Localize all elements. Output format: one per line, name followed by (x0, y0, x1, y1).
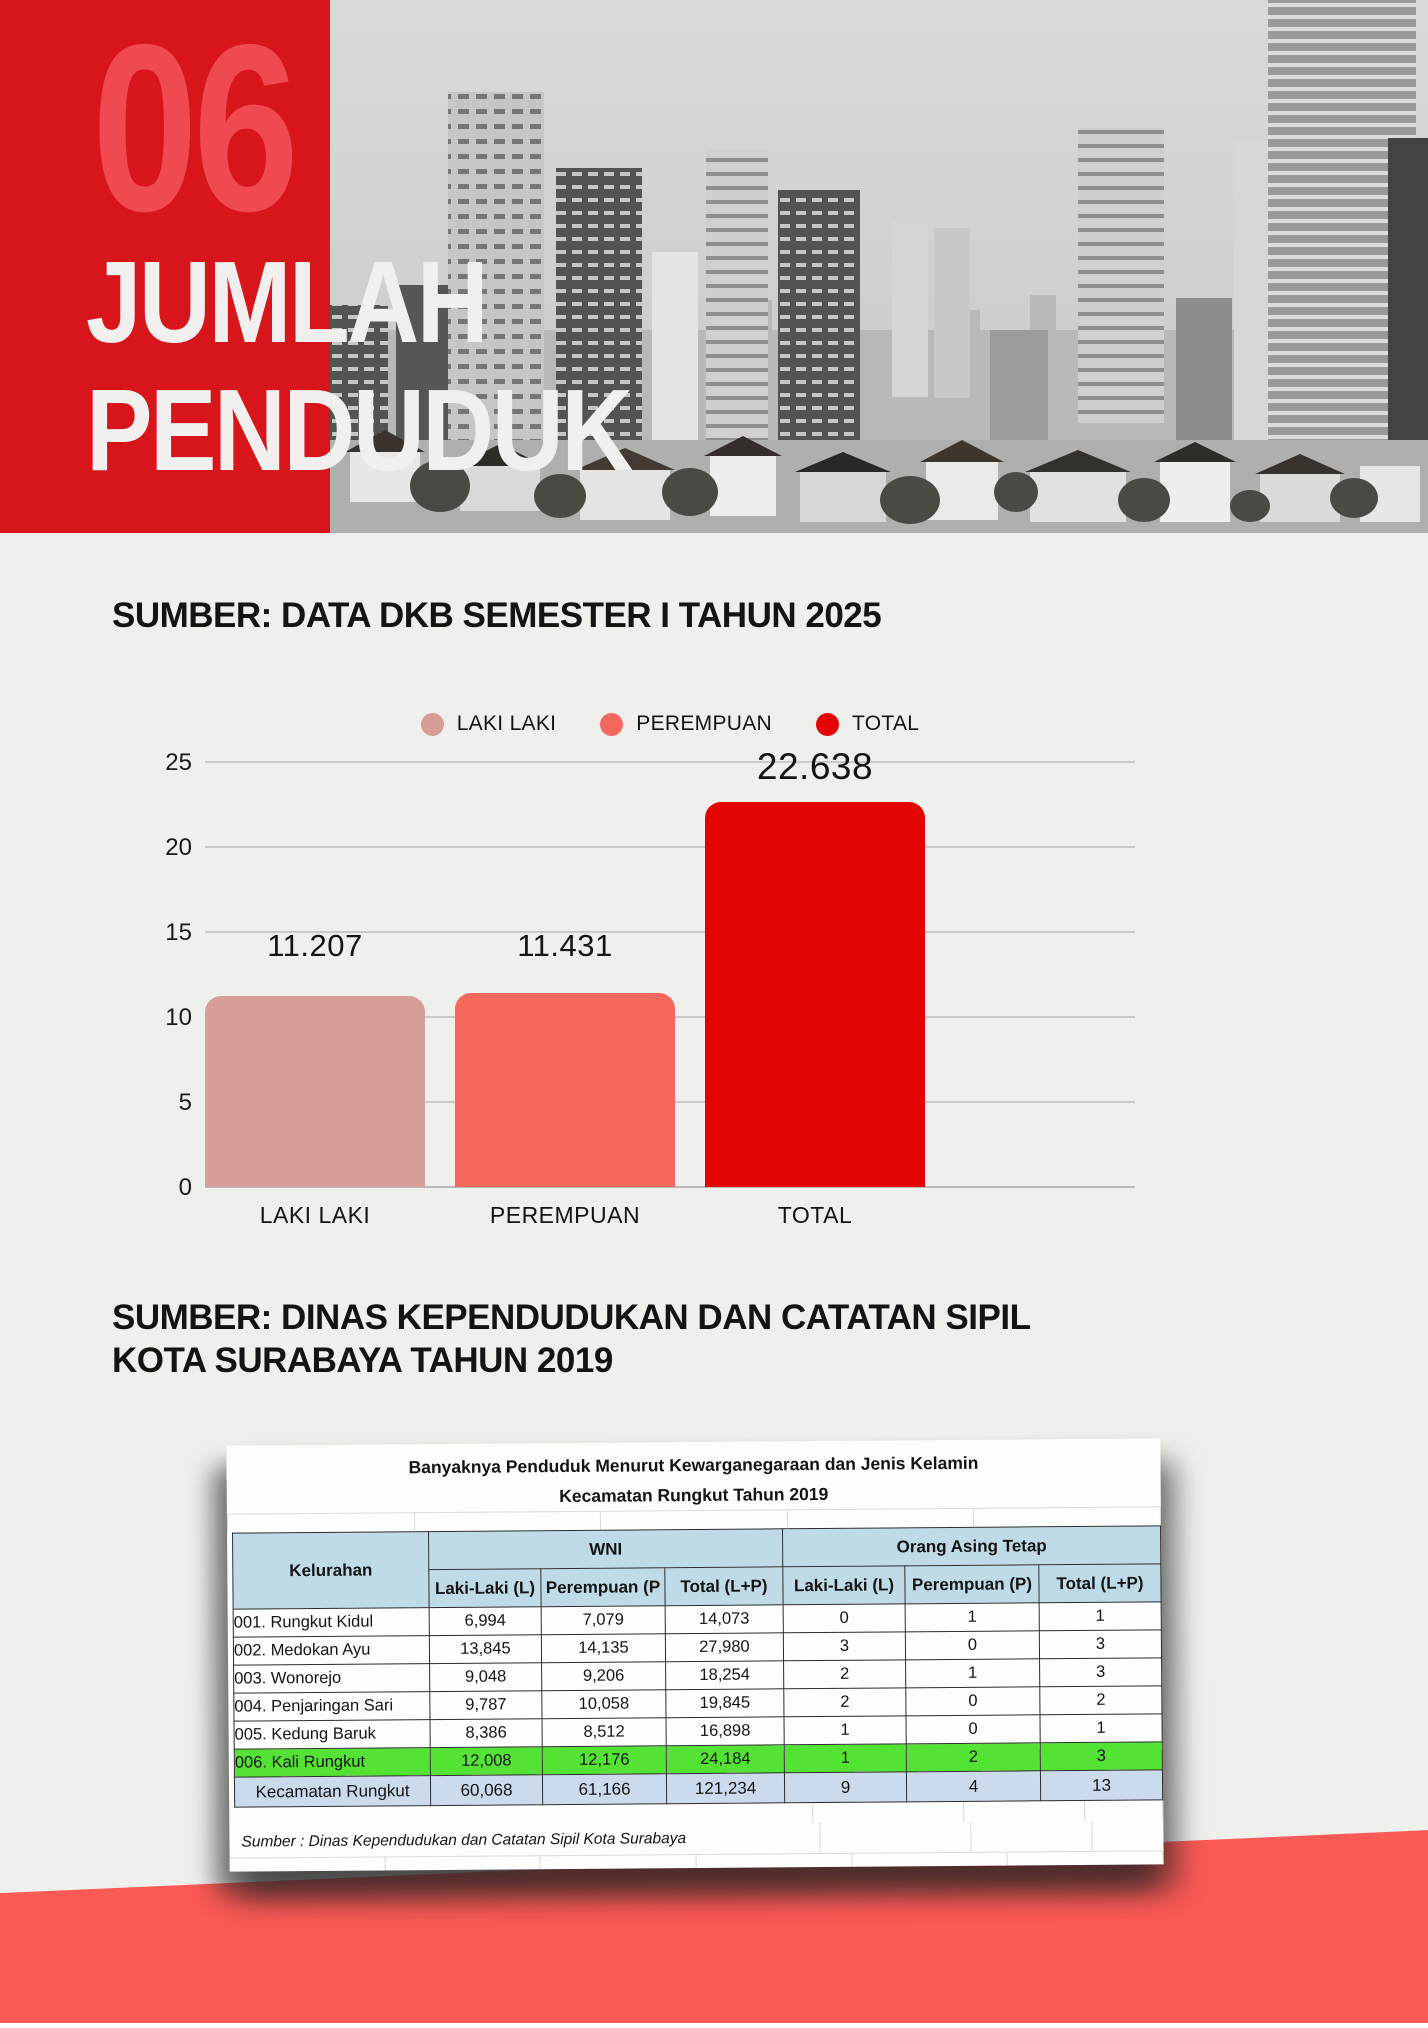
page-title-line2: PENDUDUK (86, 365, 633, 495)
legend-label-laki: LAKI LAKI (456, 712, 557, 735)
population-table-card: Banyaknya Penduduk Menurut Kewarganegara… (226, 1438, 1164, 1872)
col-group-wni: WNI (428, 1528, 783, 1570)
table-source-heading-line2: KOTA SURABAYA TAHUN 2019 (112, 1341, 613, 1380)
col-header-asing-laki: Laki-Laki (L) (782, 1565, 906, 1605)
legend-dot-perempuan-icon (600, 712, 624, 736)
y-tick-15: 15 (165, 919, 192, 946)
bar-laki-laki (205, 996, 425, 1187)
y-tick-10: 10 (165, 1004, 192, 1031)
chart-legend: LAKI LAKI PEREMPUAN TOTAL (205, 712, 1135, 736)
city-photo-graphic (330, 0, 1428, 533)
bar-total (705, 802, 925, 1187)
col-header-wni-laki: Laki-Laki (L) (428, 1568, 542, 1608)
x-label-perempuan: PEREMPUAN (489, 1202, 641, 1228)
legend-item-total: TOTAL (816, 712, 919, 736)
bar-slot-total: 22.638 (705, 742, 925, 1187)
x-label-laki: LAKI LAKI (259, 1202, 371, 1228)
gridline-25 (205, 761, 1135, 763)
city-photo (330, 0, 1428, 533)
table-source-heading-line1: SUMBER: DINAS KEPENDUDUKAN DAN CATATAN S… (112, 1298, 1031, 1337)
table-source-heading: SUMBER: DINAS KEPENDUDUKAN DAN CATATAN S… (112, 1296, 1031, 1382)
col-header-asing-perempuan: Perempuan (P) (904, 1564, 1040, 1604)
gridline-20 (205, 846, 1135, 848)
col-header-wni-perempuan: Perempuan (P (540, 1567, 666, 1607)
x-label-total: TOTAL (777, 1202, 853, 1228)
section-number: 06 (92, 0, 299, 261)
page-title-line1: JUMLAH (86, 237, 489, 367)
y-tick-25: 25 (165, 749, 192, 776)
chart-source-heading: SUMBER: DATA DKB SEMESTER I TAHUN 2025 (112, 596, 882, 635)
y-tick-0: 0 (178, 1174, 192, 1201)
bar-slot-perempuan: 11.431 (455, 742, 675, 1187)
header-red-block (0, 0, 330, 533)
y-tick-20: 20 (165, 834, 192, 861)
col-header-kelurahan: Kelurahan (232, 1531, 430, 1610)
page-title: JUMLAH PENDUDUK (86, 237, 633, 495)
gridline-15 (205, 931, 1135, 933)
population-table: Kelurahan WNI Orang Asing Tetap Laki-Lak… (232, 1525, 1163, 1808)
col-header-wni-total: Total (L+P) (664, 1566, 784, 1606)
col-group-orang-asing: Orang Asing Tetap (782, 1525, 1161, 1567)
bar-value-laki: 11.207 (267, 928, 363, 963)
bottom-margin-strip (0, 2023, 1428, 2028)
table-footer-note: Sumber : Dinas Kependudukan dan Catatan … (229, 1823, 821, 1858)
x-axis-line (205, 1186, 1135, 1188)
legend-dot-total-icon (816, 712, 840, 736)
bar-perempuan (455, 993, 675, 1187)
bar-value-total: 22.638 (756, 746, 874, 787)
col-header-asing-total: Total (L+P) (1038, 1563, 1162, 1603)
legend-item-laki: LAKI LAKI (420, 712, 557, 736)
bar-slot-laki: 11.207 (205, 742, 425, 1187)
legend-label-perempuan: PEREMPUAN (636, 712, 773, 735)
legend-item-perempuan: PEREMPUAN (600, 712, 772, 736)
legend-label-total: TOTAL (852, 712, 920, 735)
bar-value-perempuan: 11.431 (517, 928, 613, 963)
y-tick-5: 5 (178, 1089, 192, 1116)
legend-dot-laki-icon (420, 712, 444, 736)
